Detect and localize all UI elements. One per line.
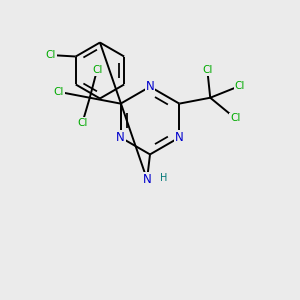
Text: N: N: [143, 173, 152, 186]
Text: Cl: Cl: [202, 65, 212, 75]
Text: N: N: [175, 131, 184, 144]
Text: Cl: Cl: [230, 113, 241, 123]
Text: N: N: [146, 80, 154, 93]
Text: Cl: Cl: [54, 87, 64, 97]
Text: N: N: [116, 131, 125, 144]
Text: Cl: Cl: [46, 50, 56, 60]
Text: Cl: Cl: [92, 65, 102, 75]
Text: Cl: Cl: [77, 118, 88, 128]
Text: Cl: Cl: [235, 81, 245, 91]
Text: H: H: [160, 173, 167, 183]
